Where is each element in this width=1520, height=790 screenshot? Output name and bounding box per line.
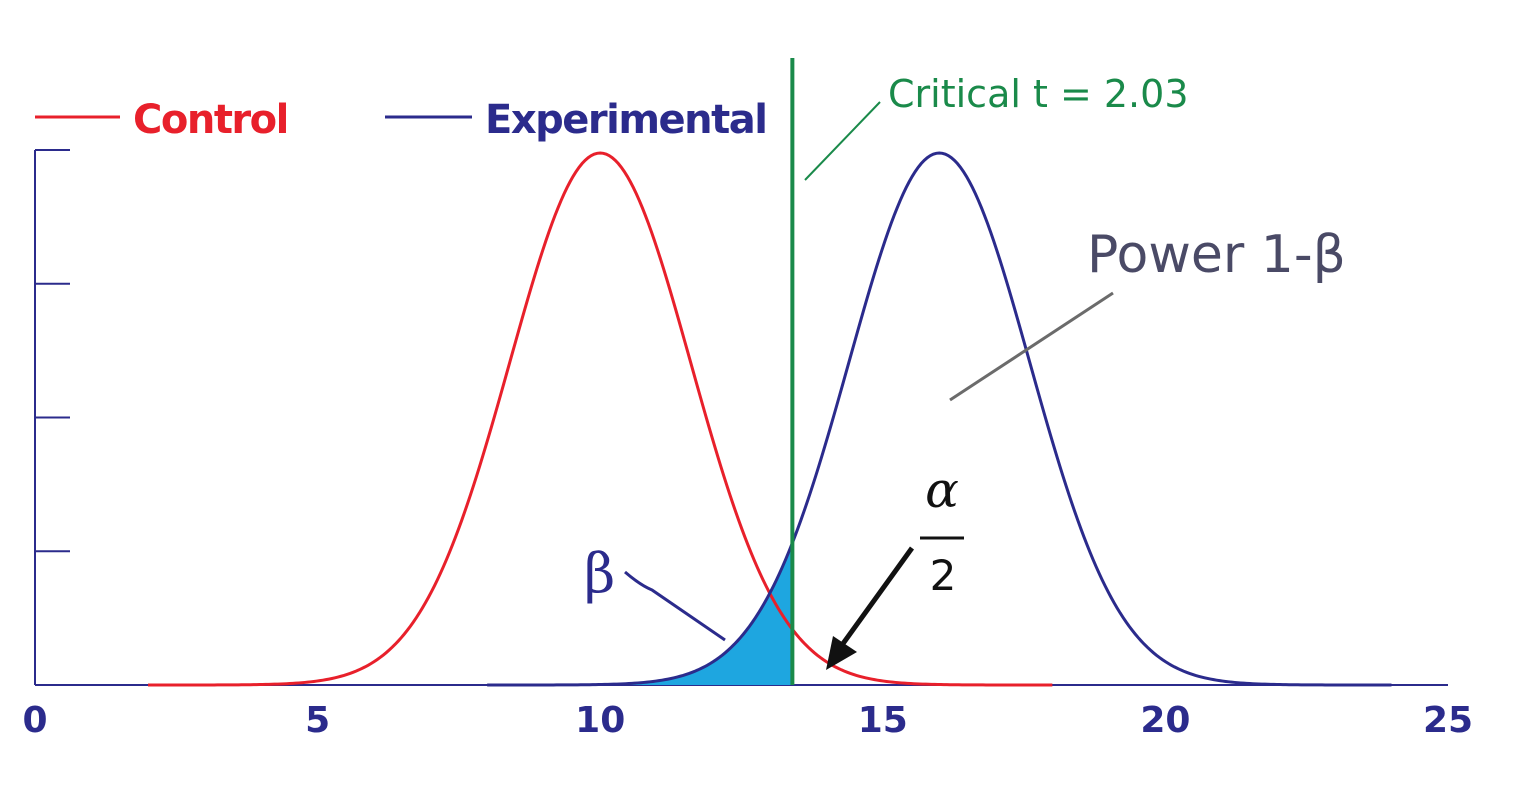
x-axis-tick-labels: 0 5 10 15 20 25	[22, 700, 1473, 741]
alpha-label-denominator: 2	[930, 551, 957, 600]
x-tick-label: 0	[22, 700, 47, 741]
power-label: Power 1-β	[1087, 225, 1346, 285]
x-tick-label: 20	[1140, 700, 1190, 741]
x-tick-label: 15	[858, 700, 908, 741]
beta-label: β	[584, 542, 615, 605]
x-tick-label: 5	[305, 700, 330, 741]
power-label-leader	[949, 291, 1114, 402]
legend-label-control: Control	[133, 97, 288, 143]
y-axis-ticks	[35, 149, 70, 553]
legend: Control Experimental	[35, 97, 768, 143]
x-tick-label: 25	[1423, 700, 1473, 741]
alpha-arrow	[826, 546, 915, 670]
critical-label-leader	[804, 101, 881, 181]
x-tick-label: 10	[575, 700, 625, 741]
critical-value-label: Critical t = 2.03	[888, 72, 1189, 116]
legend-label-experimental: Experimental	[485, 97, 766, 143]
control-series-line	[148, 151, 1053, 687]
beta-label-leader	[624, 570, 726, 642]
experimental-series-line	[487, 151, 1392, 687]
alpha-label-numerator: α	[925, 461, 959, 519]
beta-shaded-region	[487, 542, 793, 685]
